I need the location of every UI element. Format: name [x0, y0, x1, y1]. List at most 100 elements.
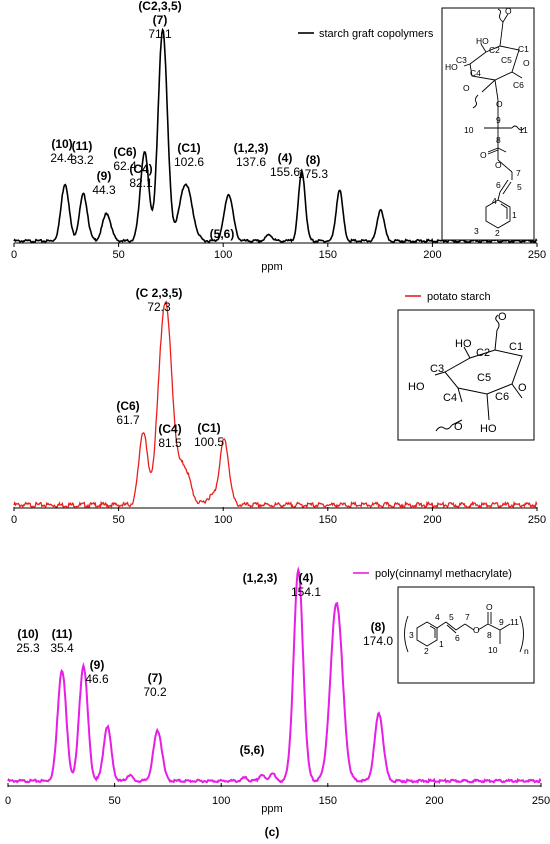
spectrum-line [7, 566, 542, 784]
svg-text:8: 8 [496, 135, 501, 145]
peak-assignment-label: (7) [148, 671, 163, 685]
x-tick-label: 50 [108, 795, 120, 807]
peak-assignment-label: (C1) [177, 141, 200, 155]
legend-label: potato starch [427, 291, 491, 303]
svg-text:C4: C4 [470, 68, 481, 78]
svg-text:5: 5 [517, 182, 522, 192]
svg-text:6: 6 [455, 633, 460, 643]
peak-assignment-label: (7) [153, 13, 168, 27]
svg-text:HO: HO [480, 423, 497, 435]
svg-text:HO: HO [476, 36, 489, 46]
x-tick-label: 100 [214, 514, 232, 526]
svg-text:10: 10 [488, 645, 498, 655]
peak-assignment-label: (8) [371, 620, 386, 634]
peak-shift-label: 44.3 [92, 183, 116, 197]
peak-shift-label: 100.5 [194, 435, 224, 449]
peak-assignment-label: (C2,3,5) [138, 0, 181, 13]
peak-assignment-label: (5,6) [210, 227, 235, 241]
x-axis-label: ppm [261, 261, 282, 273]
panel-poly-cinnamyl-methacrylate: 0 50 100 150 200 250 ppm (1,2,3) (4)154.1(8)17… [5, 566, 550, 815]
svg-text:O: O [480, 150, 487, 160]
graft-copolymer-structure: O HO C2 C1 C3 HO C4 C5 O C6 O O 9 10 11 … [441, 6, 535, 241]
svg-text:11: 11 [510, 617, 519, 627]
x-tick-label: 150 [319, 514, 337, 526]
svg-text:O: O [518, 382, 527, 394]
peak-shift-label: 155.6 [270, 165, 300, 179]
svg-text:C2: C2 [476, 347, 490, 359]
x-tick-label: 50 [112, 249, 124, 261]
svg-text:C2: C2 [489, 45, 500, 55]
svg-text:4: 4 [492, 196, 497, 206]
svg-text:3: 3 [474, 226, 479, 236]
poly-cinnamyl-methacrylate-structure: 4 5 7 O O 9 11 3 6 8 1 10 2 n [397, 586, 535, 684]
svg-text:10: 10 [464, 125, 474, 135]
svg-text:1: 1 [439, 639, 444, 649]
peak-assignment-label: (C1) [197, 421, 220, 435]
svg-text:C6: C6 [513, 80, 524, 90]
peak-shift-label: 62.4 [113, 159, 137, 173]
svg-text:HO: HO [445, 62, 458, 72]
peak-shift-label: 24.4 [50, 151, 74, 165]
svg-text:1: 1 [512, 210, 517, 220]
x-tick-label: 100 [212, 795, 230, 807]
peak-shift-label: 137.6 [236, 155, 266, 169]
x-tick-label: 200 [423, 514, 441, 526]
svg-text:9: 9 [496, 115, 501, 125]
peak-assignment-label: (1,2,3) [243, 571, 278, 585]
x-tick-label: 200 [423, 249, 441, 261]
svg-text:7: 7 [516, 168, 521, 178]
peak-assignment-label: (9) [97, 169, 112, 183]
peak-shift-label: 33.2 [70, 153, 94, 167]
svg-text:C5: C5 [501, 55, 512, 65]
peak-assignment-label: (10) [51, 137, 72, 151]
svg-text:O: O [523, 58, 530, 68]
svg-text:HO: HO [408, 381, 425, 393]
peak-shift-label: 175.3 [298, 167, 328, 181]
peak-shift-label: 154.1 [291, 585, 321, 599]
legend-label: poly(cinnamyl methacrylate) [375, 568, 512, 580]
peak-assignment-label: (5,6) [240, 743, 265, 757]
peak-shift-label: 46.6 [85, 672, 109, 686]
x-tick-label: 100 [214, 249, 232, 261]
peak-shift-label: 71.1 [148, 27, 172, 41]
peak-assignment-label: (10) [17, 627, 38, 641]
svg-text:11: 11 [519, 125, 528, 135]
svg-text:C3: C3 [456, 55, 467, 65]
svg-text:HO: HO [455, 338, 472, 350]
peak-assignment-label: (8) [306, 153, 321, 167]
potato-starch-structure: O HO C2 C1 C3 HO C5 O C4 C6 O HO [397, 309, 535, 441]
peak-assignment-label: (C6) [116, 399, 139, 413]
peak-shift-label: 61.7 [116, 413, 140, 427]
panel-starch-graft-copolymers: 0 50 100 150 200 250 ppm (C2,3,5)(7)71.1(10)2… [11, 0, 546, 273]
x-tick-label: 250 [528, 249, 546, 261]
peak-assignment-label: (9) [90, 658, 105, 672]
figure-label: (c) [265, 825, 280, 839]
svg-text:5: 5 [449, 612, 454, 622]
peak-assignment-label: (4) [278, 151, 293, 165]
svg-text:O: O [496, 99, 503, 109]
svg-text:2: 2 [495, 228, 500, 238]
x-axis-label: ppm [261, 803, 282, 815]
svg-text:3: 3 [409, 630, 414, 640]
x-tick-label: 150 [319, 795, 337, 807]
peak-shift-label: 72.3 [147, 300, 171, 314]
peak-shift-label: 102.6 [174, 155, 204, 169]
x-tick-label: 0 [5, 795, 11, 807]
peak-shift-label: 82.1 [129, 176, 153, 190]
peak-assignment-label: (C4) [129, 162, 152, 176]
svg-text:O: O [454, 421, 463, 433]
svg-text:O: O [486, 602, 493, 612]
peak-shift-label: 174.0 [363, 634, 393, 648]
peak-shift-label: 81.5 [158, 436, 182, 450]
svg-text:9: 9 [499, 617, 504, 627]
peak-assignment-label: (11) [52, 627, 73, 641]
svg-text:O: O [473, 625, 480, 635]
peak-assignment-label: (4) [299, 571, 314, 585]
x-tick-label: 0 [11, 249, 17, 261]
svg-text:8: 8 [487, 630, 492, 640]
svg-text:C1: C1 [509, 341, 523, 353]
peak-assignment-label: (11) [72, 139, 93, 153]
peak-assignment-label: (C4) [158, 422, 181, 436]
peak-assignment-label: (1,2,3) [234, 141, 269, 155]
x-tick-label: 150 [319, 249, 337, 261]
